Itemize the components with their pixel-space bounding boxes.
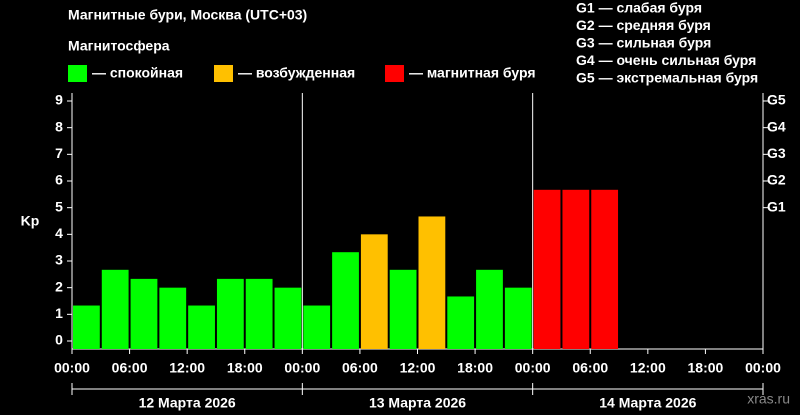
storm-scale-item: G5 — экстремальная буря — [576, 70, 758, 86]
x-tick-label: 00:00 — [54, 360, 90, 376]
y2-tick-label: G4 — [767, 118, 786, 134]
bar — [101, 269, 129, 349]
y2-tick-label: G5 — [767, 92, 786, 108]
chart-title: Магнитные бури, Москва (UTC+03) — [68, 7, 307, 23]
storm-scale-item: G4 — очень сильная буря — [576, 52, 756, 68]
storm-scale-item: G3 — сильная буря — [576, 35, 711, 51]
day-label: 13 Марта 2026 — [369, 395, 466, 411]
bar — [447, 296, 475, 349]
y-tick-label: 4 — [55, 225, 63, 241]
bar — [591, 189, 619, 349]
day-label: 12 Марта 2026 — [139, 395, 236, 411]
x-tick-label: 06:00 — [112, 360, 148, 376]
bar — [216, 278, 244, 349]
y-axis-label: Kp — [21, 213, 40, 229]
bar — [73, 305, 100, 349]
bar — [332, 252, 359, 349]
y-tick-label: 5 — [55, 198, 63, 214]
watermark: xras.ru — [747, 391, 790, 407]
x-tick-label: 18:00 — [457, 360, 493, 376]
legend-label: — спокойная — [92, 65, 183, 81]
day-label: 14 Марта 2026 — [599, 395, 696, 411]
bar — [389, 269, 417, 349]
legend-label: — возбужденная — [238, 65, 355, 81]
bar — [245, 278, 273, 349]
x-tick-label: 06:00 — [572, 360, 608, 376]
x-tick-label: 00:00 — [515, 360, 551, 376]
x-tick-label: 12:00 — [400, 360, 436, 376]
legend-swatch — [385, 65, 404, 82]
y2-tick-label: G2 — [767, 172, 786, 188]
x-tick-label: 12:00 — [630, 360, 666, 376]
y-tick-label: 2 — [55, 278, 63, 294]
legend-swatch — [214, 65, 233, 82]
bar — [274, 287, 302, 349]
bar — [504, 287, 532, 349]
bar — [562, 189, 590, 349]
bar — [418, 216, 446, 349]
chart-subtitle: Магнитосфера — [68, 38, 170, 54]
x-tick-label: 18:00 — [227, 360, 263, 376]
bar — [533, 189, 561, 349]
bar — [303, 305, 331, 349]
y-tick-label: 0 — [55, 332, 63, 348]
x-tick-label: 00:00 — [745, 360, 781, 376]
y-tick-label: 7 — [55, 145, 63, 161]
legend-swatch — [68, 65, 87, 82]
x-tick-label: 00:00 — [284, 360, 320, 376]
bar — [360, 234, 388, 349]
x-tick-label: 18:00 — [688, 360, 724, 376]
y2-tick-label: G1 — [767, 198, 786, 214]
bar — [130, 278, 158, 349]
y2-tick-label: G3 — [767, 145, 786, 161]
bar — [188, 305, 215, 349]
y-tick-label: 3 — [55, 252, 63, 268]
bar — [159, 287, 187, 349]
storm-scale-item: G2 — средняя буря — [576, 17, 711, 33]
storm-scale-item: G1 — слабая буря — [576, 0, 702, 16]
legend-label: — магнитная буря — [409, 65, 536, 81]
x-tick-label: 06:00 — [342, 360, 378, 376]
y-tick-label: 8 — [55, 118, 63, 134]
bar — [476, 269, 503, 349]
y-tick-label: 6 — [55, 172, 63, 188]
x-tick-label: 12:00 — [169, 360, 205, 376]
y-tick-label: 9 — [55, 92, 63, 108]
y-tick-label: 1 — [55, 305, 63, 321]
